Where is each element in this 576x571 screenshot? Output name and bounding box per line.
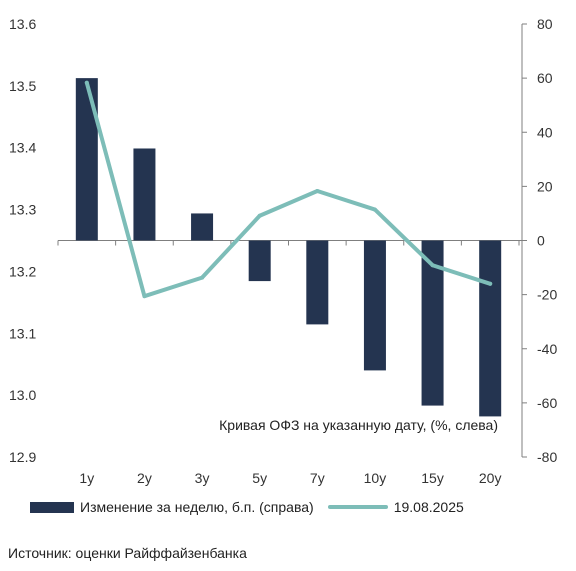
source-note: Источник: оценки Райффайзенбанка [8, 545, 247, 561]
legend-bar-label: Изменение за неделю, б.п. (справа) [80, 499, 314, 515]
right-axis-tick-label: -20 [537, 287, 557, 303]
bar [75, 78, 98, 241]
right-axis-tick-label: -40 [537, 341, 557, 357]
right-axis-tick-label: 0 [537, 233, 545, 249]
bar [191, 213, 214, 241]
bar [363, 240, 386, 371]
right-axis-tick-label: 60 [537, 70, 553, 86]
bar [248, 240, 271, 282]
bar [421, 240, 444, 406]
line-point [488, 281, 493, 286]
left-axis-tick-label: 13.3 [9, 202, 36, 218]
bar [133, 148, 156, 241]
line-point [257, 213, 262, 218]
line-point [142, 294, 147, 299]
right-axis-tick-label: 20 [537, 178, 553, 194]
right-axis-tick-label: -60 [537, 395, 557, 411]
category-label: 1y [79, 470, 94, 486]
legend-line-label: 19.08.2025 [393, 499, 464, 515]
bar [479, 240, 502, 417]
legend-bar-swatch [30, 501, 74, 513]
category-label: 10y [364, 470, 387, 486]
left-axis-tick-label: 13.4 [9, 140, 36, 156]
chart: 12.9 13.0 13.1 13.2 13.3 13.4 13.5 13.6 -80 -60 -4… [9, 16, 557, 486]
line-point [315, 189, 320, 194]
left-axis-tick-label: 13.2 [9, 263, 36, 279]
left-axis-tick-label: 13.1 [9, 325, 36, 341]
line-point [200, 275, 205, 280]
bar [306, 240, 329, 325]
line-point [84, 80, 89, 85]
category-label: 5y [252, 470, 267, 486]
legend-line-swatch [327, 505, 388, 509]
left-axis-tick-label: 13.6 [9, 16, 36, 32]
category-label: 7y [310, 470, 325, 486]
category-label: 3y [195, 470, 210, 486]
line-point [372, 207, 377, 212]
left-axis-tick-label: 12.9 [9, 449, 36, 465]
category-label: 20y [479, 470, 502, 486]
legend: Изменение за неделю, б.п. (справа) 19.08… [30, 499, 464, 515]
category-label: 15y [421, 470, 444, 486]
right-axis-tick-label: 40 [537, 124, 553, 140]
line-point [430, 263, 435, 268]
left-axis-tick-label: 13.5 [9, 78, 36, 94]
series-line [84, 80, 493, 299]
left-axis-tick-label: 13.0 [9, 387, 36, 403]
category-label: 2y [137, 470, 152, 486]
right-axis-tick-label: -80 [537, 449, 557, 465]
annotation: Кривая ОФЗ на указанную дату, (%, слева) [219, 417, 498, 433]
right-axis-tick-label: 80 [537, 16, 553, 32]
